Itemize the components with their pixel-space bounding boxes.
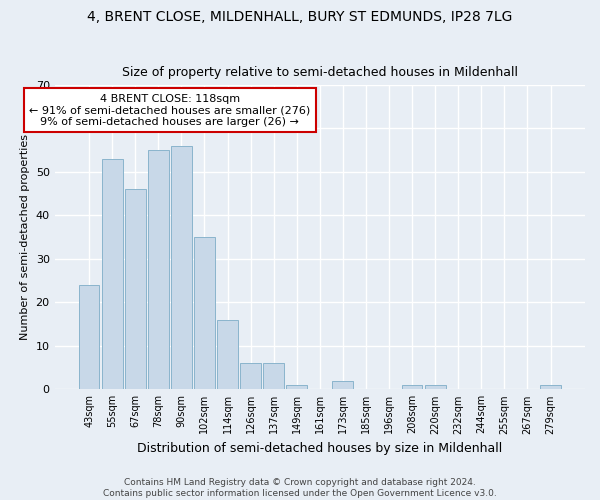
Bar bbox=[217, 320, 238, 390]
Text: 4 BRENT CLOSE: 118sqm
← 91% of semi-detached houses are smaller (276)
9% of semi: 4 BRENT CLOSE: 118sqm ← 91% of semi-deta… bbox=[29, 94, 310, 126]
Bar bbox=[171, 146, 192, 390]
Text: Contains HM Land Registry data © Crown copyright and database right 2024.
Contai: Contains HM Land Registry data © Crown c… bbox=[103, 478, 497, 498]
Bar bbox=[263, 363, 284, 390]
Title: Size of property relative to semi-detached houses in Mildenhall: Size of property relative to semi-detach… bbox=[122, 66, 518, 80]
Bar bbox=[79, 285, 100, 390]
Bar bbox=[402, 385, 422, 390]
Bar bbox=[148, 150, 169, 390]
Y-axis label: Number of semi-detached properties: Number of semi-detached properties bbox=[20, 134, 30, 340]
Text: 4, BRENT CLOSE, MILDENHALL, BURY ST EDMUNDS, IP28 7LG: 4, BRENT CLOSE, MILDENHALL, BURY ST EDMU… bbox=[88, 10, 512, 24]
Bar bbox=[540, 385, 561, 390]
Bar bbox=[240, 363, 261, 390]
Bar bbox=[286, 385, 307, 390]
Bar bbox=[425, 385, 446, 390]
Bar bbox=[125, 189, 146, 390]
Bar bbox=[102, 159, 122, 390]
X-axis label: Distribution of semi-detached houses by size in Mildenhall: Distribution of semi-detached houses by … bbox=[137, 442, 502, 455]
Bar bbox=[194, 237, 215, 390]
Bar bbox=[332, 380, 353, 390]
